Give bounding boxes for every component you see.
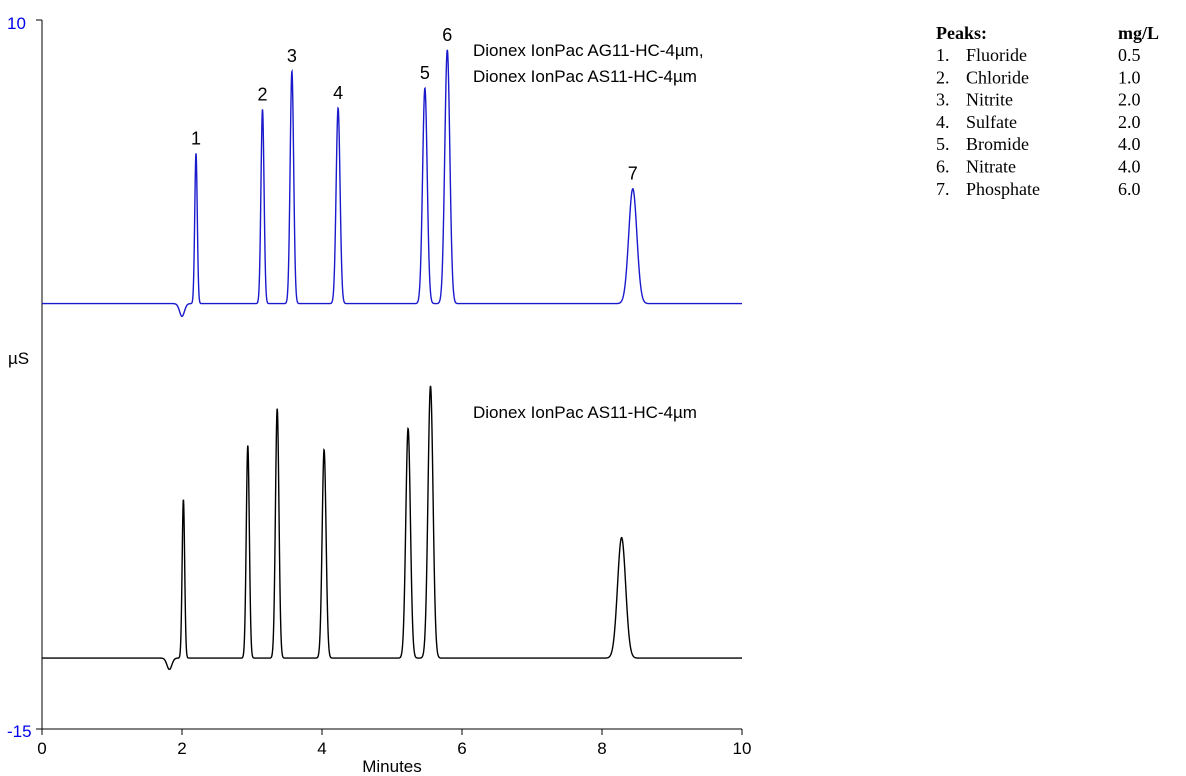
legend-row-name: Nitrite [966, 90, 1013, 110]
peak-label-4: 4 [333, 83, 343, 103]
legend-row-number: 7. [936, 179, 950, 199]
legend-row-number: 6. [936, 157, 950, 177]
legend-row-name: Chloride [966, 67, 1029, 87]
legend-row-name: Fluoride [966, 45, 1027, 65]
x-axis-ticks [41, 729, 743, 735]
legend-row-concentration: 4.0 [1118, 134, 1141, 154]
legend-row-concentration: 2.0 [1118, 90, 1141, 110]
legend-header-peaks: Peaks: [936, 23, 987, 43]
x-tick-label: 2 [177, 739, 186, 758]
peaks-legend: Peaks: mg/L 1. Fluoride 0.5 2. Chloride 1.0 3.… [936, 23, 1159, 199]
legend-row-name: Phosphate [966, 179, 1040, 199]
legend-row-number: 1. [936, 45, 950, 65]
x-tick-label: 0 [37, 739, 46, 758]
peak-label-3: 3 [287, 46, 297, 66]
peak-label-7: 7 [628, 164, 638, 184]
legend-header-units: mg/L [1118, 23, 1159, 43]
trace-label-1-line-1: Dionex IonPac AG11-HC-4µm, [473, 41, 704, 60]
legend-row-name: Bromide [966, 134, 1029, 154]
trace-label-2: Dionex IonPac AS11-HC-4µm [473, 403, 697, 422]
trace-guard-analytical [42, 49, 742, 318]
x-axis-tick-labels: 0 2 4 6 8 10 [37, 739, 751, 758]
legend-row-concentration: 1.0 [1118, 67, 1141, 87]
legend-row-concentration: 2.0 [1118, 112, 1141, 132]
y-tick-label-top: 10 [7, 14, 26, 33]
peak-label-6: 6 [442, 25, 452, 45]
trace-analytical-only [42, 385, 742, 671]
x-tick-label: 4 [317, 739, 326, 758]
trace-label-1-line-2: Dionex IonPac AS11-HC-4µm [473, 67, 697, 86]
legend-row-concentration: 6.0 [1118, 179, 1141, 199]
peak-label-5: 5 [420, 63, 430, 83]
legend-row-number: 5. [936, 134, 950, 154]
legend-row-number: 4. [936, 112, 950, 132]
x-tick-label: 6 [457, 739, 466, 758]
legend-row-concentration: 0.5 [1118, 45, 1141, 65]
legend-row-name: Nitrate [966, 157, 1016, 177]
peak-label-2: 2 [257, 84, 267, 104]
y-axis-label: µS [8, 349, 29, 368]
legend-row-number: 2. [936, 67, 950, 87]
legend-row-name: Sulfate [966, 112, 1017, 132]
y-tick-label-bottom: -15 [7, 722, 32, 741]
x-tick-label: 10 [733, 739, 752, 758]
peak-label-1: 1 [191, 128, 201, 148]
x-axis-label: Minutes [362, 757, 422, 776]
legend-rows: 1. Fluoride 0.52. Chloride 1.03. Nitrite 2.04.… [936, 45, 1141, 199]
peak-labels: 1 23 4 56 7 [191, 25, 638, 184]
legend-row-number: 3. [936, 90, 950, 110]
legend-row-concentration: 4.0 [1118, 157, 1141, 177]
x-tick-label: 8 [597, 739, 606, 758]
